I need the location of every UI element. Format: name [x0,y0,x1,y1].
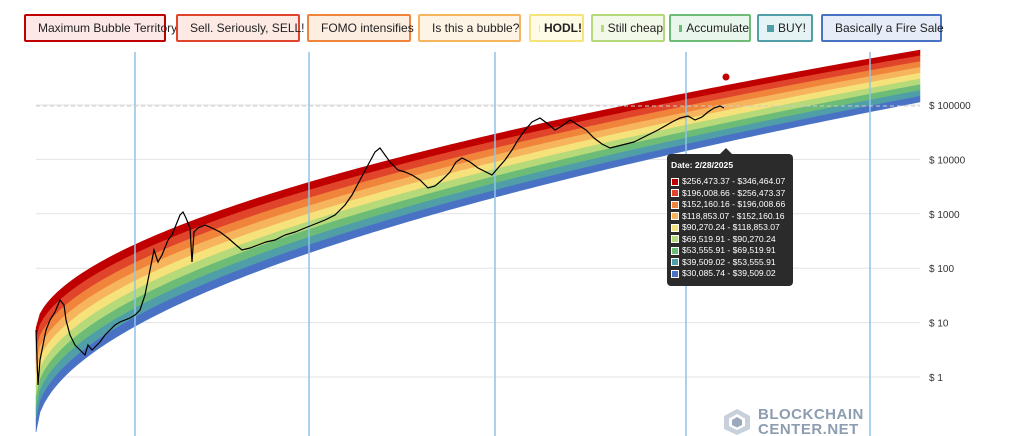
tooltip-row-label: $69,519.91 - $90,270.24 [682,233,776,244]
legend-item[interactable]: FOMO intensifies [307,14,414,42]
tooltip-row-label: $30,085.74 - $39,509.02 [682,268,776,278]
tooltip-row-label: $53,555.91 - $69,519.91 [682,245,776,255]
legend-item[interactable]: BUY! [757,14,813,42]
tooltip-swatch [671,189,679,198]
legend-label: BUY! [778,21,807,35]
rainbow-band [35,95,921,433]
tooltip-arrow [720,148,732,154]
y-tick-label: $ 10000 [929,155,966,166]
legend-label: Sell. Seriously, SELL! [190,21,305,35]
tooltip-rows: $256,473.37 - $346,464.07 $196,008.66 - $… [671,176,789,280]
tooltip-row-label: $118,853.07 - $152,160.16 [682,210,785,221]
tooltip-row-label: $256,473.37 - $346,464.07 [682,176,786,186]
legend-label: Accumulate [686,21,749,35]
tooltip-swatch [671,258,679,267]
legend-label: Maximum Bubble Territory [38,21,178,35]
y-tick-label: $ 100 [929,264,954,275]
tooltip-row: $53,555.91 - $69,519.91 [671,245,789,257]
tooltip-swatch [671,246,679,255]
legend-item[interactable]: Sell. Seriously, SELL! [176,14,305,42]
legend-swatch [539,24,540,32]
legend-swatch [679,24,683,32]
legend-item[interactable]: Still cheap [591,14,665,42]
legend-item[interactable]: Accumulate [669,14,751,42]
tooltip-swatch [671,177,679,186]
tooltip-swatch [671,235,679,244]
tooltip-row: $118,853.07 - $152,160.16 [671,211,789,223]
tooltip: Date: 2/28/2025 $256,473.37 - $346,464.0… [667,154,793,286]
y-tick-label: $ 1000 [929,210,960,221]
legend-swatch [767,24,774,32]
tooltip-row-label: $152,160.16 - $196,008.66 [682,199,786,209]
blockchain-center-logo-icon [724,409,750,435]
legend-swatch [601,24,604,32]
legend-label: FOMO intensifies [321,21,414,35]
legend: Maximum Bubble Territory Sell. Seriously,… [0,0,1024,50]
tooltip-swatch [671,212,679,221]
tooltip-title: Date: 2/28/2025 [671,160,734,170]
tooltip-row-label: $196,008.66 - $256,473.37 [682,187,786,198]
tooltip-row: $39,509.02 - $53,555.91 [671,257,789,269]
legend-item[interactable]: Basically a Fire Sale [821,14,944,42]
tooltip-swatch [671,269,679,278]
y-tick-label: $ 1 [929,373,943,384]
tooltip-swatch [671,200,679,209]
tooltip-row-label: $39,509.02 - $53,555.91 [682,256,776,267]
legend-item[interactable]: HODL! [529,14,584,42]
tooltip-row: $256,473.37 - $346,464.07 [671,176,789,188]
rainbow-bands [35,49,921,433]
tooltip-row: $152,160.16 - $196,008.66 [671,199,789,211]
tooltip-swatch [671,223,679,232]
y-axis-labels: $ 1 $ 10 $ 100 $ 1000 $ 10000 $ 100000 [929,101,971,384]
tooltip-row-label: $90,270.24 - $118,853.07 [682,222,780,232]
legend-label: Basically a Fire Sale [835,21,944,35]
y-tick-label: $ 100000 [929,101,971,112]
watermark-line2: CENTER.NET [758,421,859,436]
legend-label: Is this a bubble? [432,21,520,35]
price-line [35,105,725,386]
tooltip-row: $90,270.24 - $118,853.07 [671,222,789,234]
legend-item[interactable]: Maximum Bubble Territory [24,14,177,42]
tooltip-row: $196,008.66 - $256,473.37 [671,188,789,200]
legend-item[interactable]: Is this a bubble? [418,14,521,42]
tooltip-row: $69,519.91 - $90,270.24 [671,234,789,246]
hover-marker [722,73,730,81]
watermark-line1: BLOCKCHAIN [758,408,864,423]
legend-label: HODL! [544,21,582,35]
y-tick-label: $ 10 [929,319,949,330]
legend-label: Still cheap [607,21,663,35]
watermark: BLOCKCHAIN CENTER.NET [722,408,864,436]
tooltip-row: $30,085.74 - $39,509.02 [671,268,789,280]
